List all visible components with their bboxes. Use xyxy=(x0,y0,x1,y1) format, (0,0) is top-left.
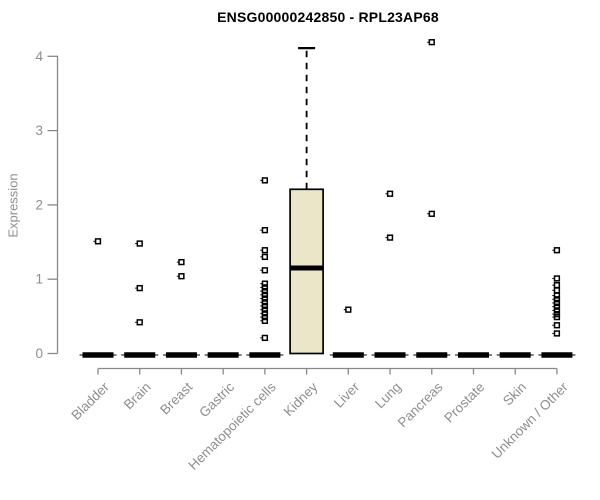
outlier-point-breast xyxy=(178,273,185,280)
x-tick-label-skin: Skin xyxy=(500,379,529,408)
x-tick-label-kidney: Kidney xyxy=(281,379,321,419)
chart-title: ENSG00000242850 - RPL23AP68 xyxy=(217,9,439,25)
outlier-point-hematopoietic-cells xyxy=(261,295,269,302)
outlier-point-unknown-other xyxy=(553,275,561,282)
outlier-point-bladder xyxy=(94,238,102,245)
outlier-point-unknown-other xyxy=(553,287,561,294)
outlier-point-hematopoietic-cells xyxy=(261,287,269,295)
outlier-point-hematopoietic-cells xyxy=(261,313,269,321)
outlier-point-hematopoietic-cells xyxy=(261,302,269,310)
outlier-point-lung xyxy=(386,234,394,241)
outlier-point-breast xyxy=(178,258,185,266)
outlier-point-hematopoietic-cells xyxy=(261,247,269,254)
x-tick-label-bladder: Bladder xyxy=(68,379,112,423)
outlier-point-unknown-other xyxy=(553,322,561,329)
y-tick-label: 3 xyxy=(35,123,43,138)
outlier-point-brain xyxy=(136,284,143,292)
outlier-point-hematopoietic-cells xyxy=(261,253,269,261)
y-tick-label: 4 xyxy=(35,49,43,64)
outlier-point-unknown-other xyxy=(553,281,561,289)
outlier-point-unknown-other xyxy=(553,292,561,299)
outlier-point-hematopoietic-cells xyxy=(261,284,269,291)
x-tick-label-brain: Brain xyxy=(121,379,154,412)
x-tick-label-gastric: Gastric xyxy=(196,379,237,420)
outlier-point-unknown-other xyxy=(553,296,561,303)
outlier-point-unknown-other xyxy=(553,299,561,307)
outlier-point-pancreas xyxy=(428,210,435,217)
x-tick-label-pancreas: Pancreas xyxy=(395,379,446,430)
y-tick-label: 1 xyxy=(35,272,43,287)
outlier-point-unknown-other xyxy=(553,247,561,254)
outlier-point-hematopoietic-cells xyxy=(261,299,269,306)
x-tick-label-breast: Breast xyxy=(157,379,195,417)
x-tick-label-unknown-other: Unknown / Other xyxy=(489,379,572,462)
outlier-point-brain xyxy=(136,319,143,326)
outlier-point-hematopoietic-cells xyxy=(261,334,269,342)
outlier-point-unknown-other xyxy=(553,313,561,321)
outlier-point-pancreas xyxy=(428,39,435,46)
outlier-point-hematopoietic-cells xyxy=(261,227,269,234)
outlier-point-unknown-other xyxy=(553,307,561,314)
outlier-point-hematopoietic-cells xyxy=(261,317,269,324)
y-tick-label: 2 xyxy=(35,197,43,212)
x-tick-label-liver: Liver xyxy=(331,379,363,411)
outlier-point-lung xyxy=(386,190,394,197)
outlier-point-liver xyxy=(345,306,352,313)
outlier-point-hematopoietic-cells xyxy=(261,177,269,184)
outlier-point-hematopoietic-cells xyxy=(261,280,269,287)
outlier-point-hematopoietic-cells xyxy=(261,306,269,313)
x-tick-label-lung: Lung xyxy=(372,379,404,411)
outlier-point-unknown-other xyxy=(553,303,561,310)
outlier-point-brain xyxy=(136,240,143,247)
outlier-point-hematopoietic-cells xyxy=(261,267,269,274)
outlier-point-hematopoietic-cells xyxy=(261,291,269,298)
outlier-point-hematopoietic-cells xyxy=(261,310,269,317)
x-tick-label-prostate: Prostate xyxy=(441,379,487,425)
box-kidney-rect xyxy=(289,188,324,355)
y-tick-label: 0 xyxy=(35,346,43,361)
outlier-point-unknown-other xyxy=(553,330,561,337)
